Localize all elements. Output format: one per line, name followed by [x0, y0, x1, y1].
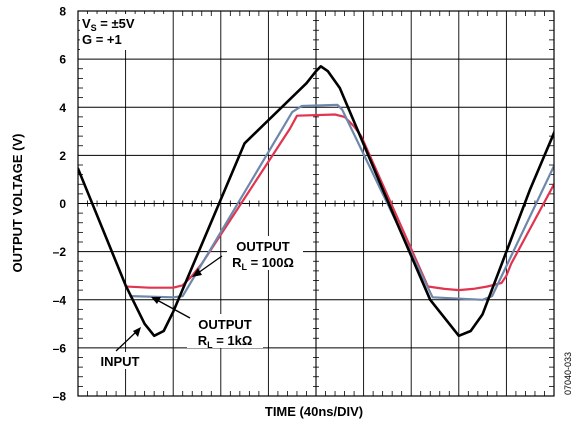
annotation-100-bg [227, 236, 303, 270]
annotation-1k-r: R [198, 333, 208, 348]
y-tick-label: –4 [53, 293, 67, 307]
grid [78, 11, 554, 396]
annotation-1k-rest: = 1kΩ [213, 333, 253, 348]
plot-frame [77, 10, 555, 397]
annotation-input: INPUT [101, 354, 140, 369]
conditions-vs-prefix: V [82, 16, 91, 31]
series-output-100-line [124, 113, 554, 292]
figure-id: 07040-033 [563, 352, 573, 395]
y-tick-label: –2 [53, 245, 67, 259]
y-tick-label: 8 [59, 5, 66, 19]
y-tick-label: 2 [59, 149, 66, 163]
y-tick-label: 0 [59, 197, 66, 211]
annotation-1k-value: RL = 1kΩ [198, 333, 253, 350]
annotation-input-arrow [115, 331, 137, 352]
conditions-line-1: VS = ±5V [82, 16, 135, 33]
x-axis-label: TIME (40ns/DIV) [265, 404, 363, 419]
annotation-1k-bg [187, 314, 263, 348]
annotation-100-arrowhead [192, 268, 202, 277]
annotation-input-bg [96, 352, 144, 369]
annotation-100-rest: = 100Ω [247, 255, 294, 270]
annotation-100-r: R [232, 255, 242, 270]
conditions-vs-rest: = ±5V [97, 16, 135, 31]
y-tick-labels: 8 6 4 2 0 –2 –4 –6 –8 [53, 5, 67, 404]
annotation-1k-title: OUTPUT [198, 317, 252, 332]
series-lines [78, 65, 554, 338]
y-tick-label: 4 [59, 101, 66, 115]
annotation-1k-arrowhead [151, 297, 161, 304]
y-tick-label: –8 [53, 390, 67, 404]
y-axis-label: OUTPUT VOLTAGE (V) [10, 134, 25, 273]
conditions-box [80, 14, 170, 50]
series-input-line [78, 65, 554, 338]
annotation-1k-l: L [207, 340, 213, 350]
y-tick-label: 6 [59, 53, 66, 67]
annotation-100-arrow [197, 255, 223, 274]
annotation-1k-arrow [156, 299, 191, 319]
conditions-line-2: G = +1 [82, 32, 122, 47]
annotation-100-l: L [241, 262, 247, 272]
annotation-100-value: RL = 100Ω [232, 255, 294, 272]
conditions-vs-sub: S [91, 23, 97, 33]
y-tick-label: –6 [53, 341, 67, 355]
annotation-100-title: OUTPUT [236, 239, 290, 254]
annotation-input-arrowhead [133, 327, 141, 337]
